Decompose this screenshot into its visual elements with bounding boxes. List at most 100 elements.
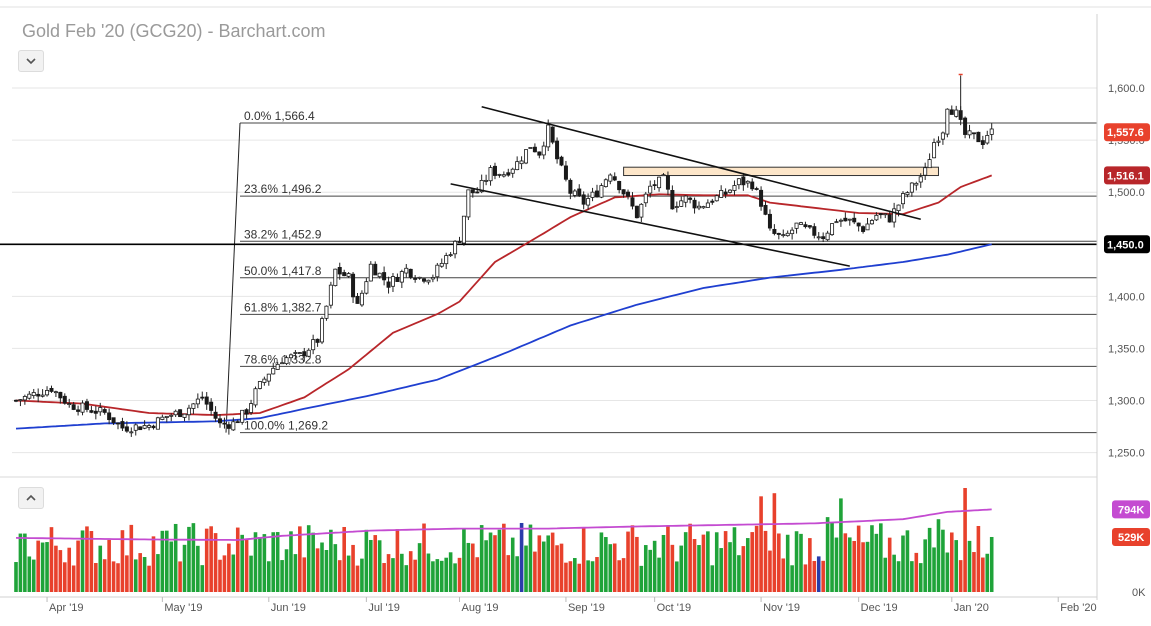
volume-bar xyxy=(546,535,550,592)
volume-bar xyxy=(173,523,178,592)
volume-bar xyxy=(169,541,174,592)
candle-up xyxy=(231,421,236,431)
collapse-price-pane-button[interactable] xyxy=(18,50,44,72)
candle-up xyxy=(466,189,471,218)
volume-bar xyxy=(564,562,568,592)
candle-up xyxy=(488,167,493,182)
candle-up xyxy=(324,305,329,319)
resistance-zone-rect xyxy=(623,166,939,177)
volume-bars xyxy=(14,488,994,592)
volume-bar xyxy=(675,561,679,592)
volume-bar xyxy=(413,559,417,592)
candle-down xyxy=(120,421,125,429)
candle-up xyxy=(528,147,533,149)
candle-down xyxy=(843,217,848,222)
candle-down xyxy=(887,214,892,223)
candle-down xyxy=(976,131,981,143)
volume-bar xyxy=(759,496,763,592)
ma-blue-line xyxy=(15,243,992,430)
candle-up xyxy=(390,276,395,287)
volume-zero-label: 0K xyxy=(1132,587,1146,599)
candle-up xyxy=(883,213,888,216)
volume-bar xyxy=(315,548,320,592)
volume-bar xyxy=(932,547,936,592)
volume-bar xyxy=(244,538,249,592)
volume-bar xyxy=(116,563,120,592)
volume-bar xyxy=(156,554,160,592)
volume-bar xyxy=(777,533,781,592)
candle-up xyxy=(869,220,874,225)
candle-down xyxy=(506,172,511,176)
fib-label: 23.6% 1,496.2 xyxy=(244,182,322,196)
volume-bar xyxy=(502,523,506,592)
volume-bar xyxy=(475,557,480,592)
candle-down xyxy=(626,191,631,197)
volume-badge-label: 794K xyxy=(1118,504,1144,516)
fib-label: 0.0% 1,566.4 xyxy=(244,109,315,123)
volume-bar xyxy=(271,532,276,592)
volume-bar xyxy=(27,556,32,592)
volume-bar xyxy=(710,565,715,592)
candle-down xyxy=(36,393,41,397)
volume-bar xyxy=(954,540,959,592)
collapse-volume-pane-button[interactable] xyxy=(18,487,44,509)
candle-up xyxy=(195,398,200,405)
volume-bar xyxy=(417,543,422,592)
volume-bar xyxy=(719,548,723,592)
candle-down xyxy=(84,401,89,410)
volume-bar xyxy=(874,533,879,592)
volume-bar xyxy=(235,527,240,592)
volume-bar xyxy=(36,540,40,592)
volume-bar xyxy=(111,561,116,592)
x-tick-label: May '19 xyxy=(164,602,202,614)
candle-down xyxy=(568,179,573,194)
volume-bar xyxy=(293,554,298,592)
volume-bar xyxy=(666,525,670,592)
volume-bar xyxy=(750,532,755,592)
candle-up xyxy=(825,232,830,241)
candle-down xyxy=(355,295,360,304)
volume-bar xyxy=(612,543,617,592)
candle-down xyxy=(58,391,63,399)
candle-up xyxy=(280,362,285,365)
candle-up xyxy=(572,190,577,196)
volume-bar xyxy=(351,544,355,592)
candle-down xyxy=(302,351,307,357)
candle-up xyxy=(328,284,333,306)
candle-up xyxy=(98,407,103,413)
candle-up xyxy=(40,394,45,397)
candle-down xyxy=(13,399,18,402)
candle-up xyxy=(240,409,245,423)
candle-up xyxy=(45,390,50,396)
volume-bar xyxy=(497,529,502,592)
candle-up xyxy=(173,410,178,416)
candle-down xyxy=(710,200,715,203)
volume-bar xyxy=(488,532,493,592)
volume-bar xyxy=(892,554,896,592)
volume-bar xyxy=(200,565,205,592)
volume-bar xyxy=(559,543,564,592)
candle-up xyxy=(603,179,608,188)
volume-bar xyxy=(204,528,209,592)
candle-up xyxy=(444,255,449,265)
candle-up xyxy=(501,174,506,177)
candle-down xyxy=(612,176,617,181)
volume-bar xyxy=(732,527,737,592)
volume-bar xyxy=(985,553,990,592)
candle-up xyxy=(461,215,466,244)
volume-bar xyxy=(865,541,870,592)
candle-up xyxy=(266,373,271,382)
candle-up xyxy=(599,185,604,198)
volume-bar xyxy=(289,531,293,592)
candle-down xyxy=(723,191,728,195)
volume-bar xyxy=(462,528,466,592)
volume-bar xyxy=(76,540,80,592)
candle-down xyxy=(89,410,94,413)
candle-down xyxy=(204,396,209,405)
volume-bar xyxy=(541,541,546,592)
volume-bar xyxy=(714,532,719,592)
volume-bar xyxy=(590,561,595,592)
candle-down xyxy=(200,396,205,399)
volume-bar xyxy=(949,532,954,592)
volume-bar xyxy=(741,546,746,592)
